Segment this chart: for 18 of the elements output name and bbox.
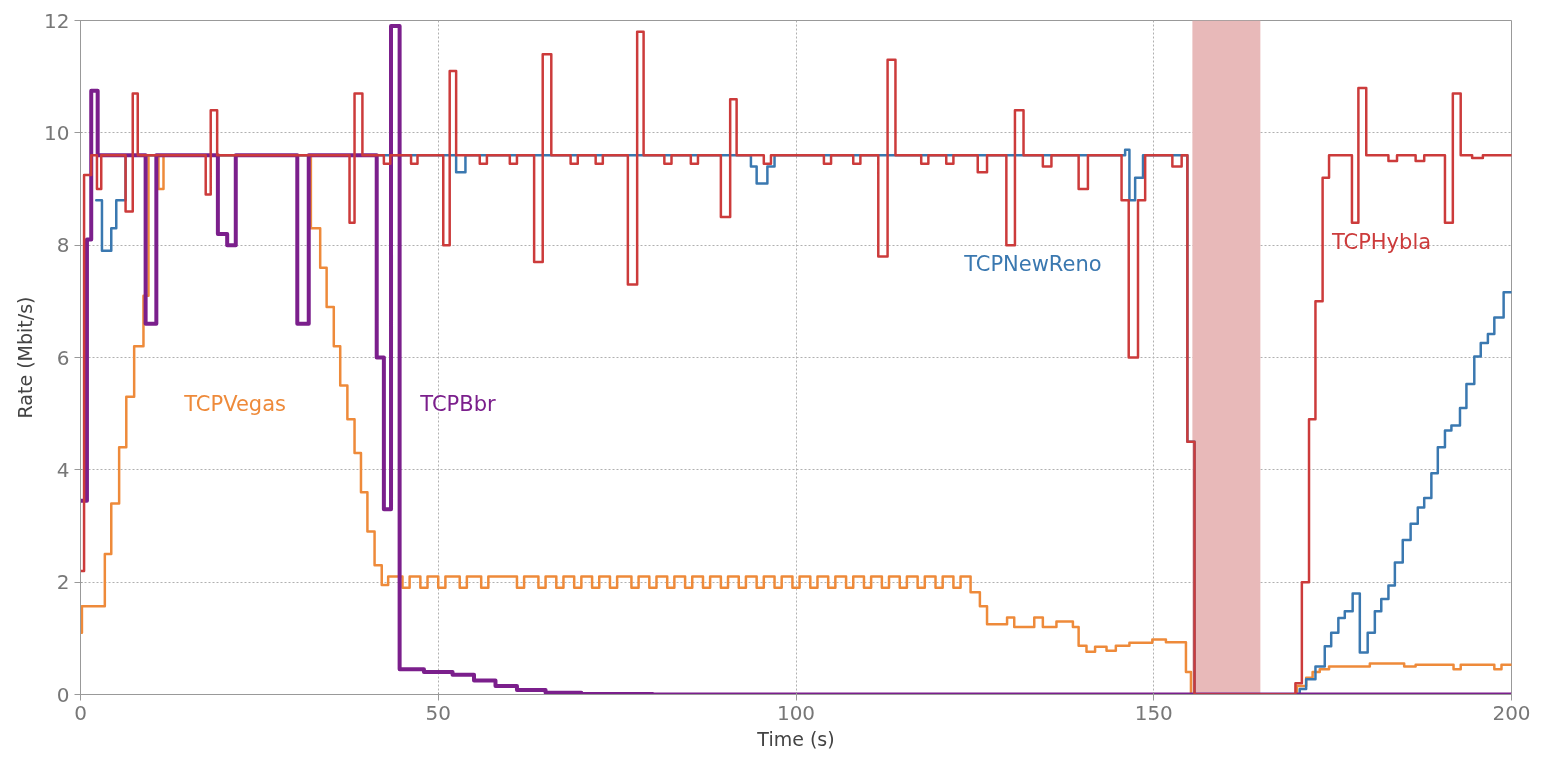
x-tick-label: 200 <box>1492 700 1531 725</box>
x-axis-title: Time (s) <box>756 727 835 750</box>
x-tick-label: 0 <box>74 700 87 725</box>
series-label: TCPBbr <box>419 392 497 417</box>
y-tick-label: 6 <box>56 345 70 370</box>
y-tick-label: 8 <box>56 233 70 258</box>
y-axis-title: Rate (Mbit/s) <box>14 296 37 419</box>
text: TCPVegas <box>183 392 286 417</box>
y-tick-label: 12 <box>44 8 70 33</box>
y-tick-label: 10 <box>44 120 70 145</box>
y-tick-label: 2 <box>56 570 70 595</box>
x-tick-label: 100 <box>776 700 816 725</box>
text: TCPNewReno <box>963 252 1102 277</box>
y-tick-label: 0 <box>56 682 70 707</box>
series-label: TCPHybla <box>1330 229 1432 254</box>
x-tick-label: 50 <box>425 700 451 725</box>
x-tick-label: 150 <box>1134 700 1173 725</box>
y-tick-label: 4 <box>56 457 70 482</box>
